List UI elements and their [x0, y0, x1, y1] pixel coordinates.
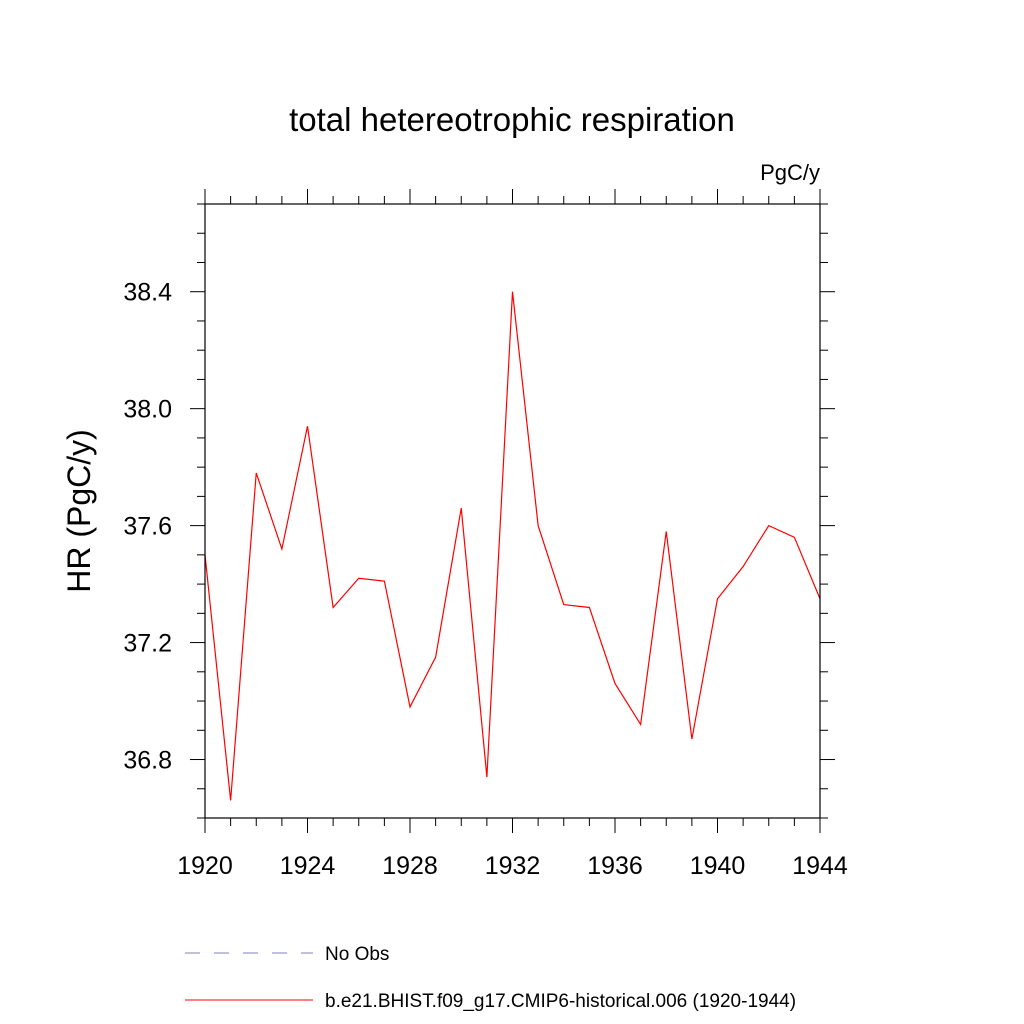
y-tick-label: 37.6 [123, 513, 172, 541]
y-tick-label: 36.8 [123, 747, 172, 775]
x-tick-label: 1920 [177, 852, 233, 880]
legend: No Obs b.e21.BHIST.f09_g17.CMIP6-historic… [185, 944, 796, 1012]
plot-frame [204, 203, 821, 819]
x-tick-label: 1936 [587, 852, 643, 880]
y-tick-label: 38.0 [123, 396, 172, 424]
x-tick-label: 1924 [280, 852, 336, 880]
legend-label: b.e21.BHIST.f09_g17.CMIP6-historical.006… [325, 991, 796, 1012]
x-tick-label: 1944 [792, 852, 848, 880]
units-label: PgC/y [760, 160, 820, 185]
axis-ticks [190, 189, 835, 833]
series-group [204, 291, 821, 801]
x-tick-label: 1940 [690, 852, 746, 880]
legend-label: No Obs [325, 944, 389, 965]
chart-title: total hetereotrophic respiration [289, 101, 735, 138]
y-tick-label: 38.4 [123, 279, 172, 307]
x-tick-label: 1928 [382, 852, 438, 880]
series-line [204, 291, 821, 801]
x-tick-label: 1932 [485, 852, 541, 880]
y-tick-label: 37.2 [123, 630, 172, 658]
tick-labels: 1920 1924 1928 1932 1936 1940 1944 36.8 37.2 37.6… [123, 279, 848, 880]
y-axis-label: HR (PgC/y) [61, 429, 97, 593]
